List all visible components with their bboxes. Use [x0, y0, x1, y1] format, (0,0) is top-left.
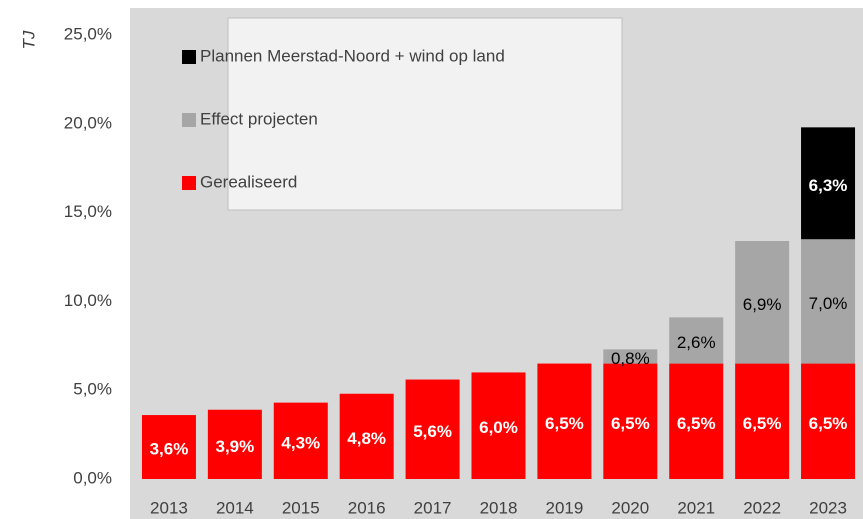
- x-tick-label: 2018: [480, 498, 518, 517]
- data-label: 6,5%: [545, 414, 584, 433]
- x-tick-label: 2015: [282, 498, 320, 517]
- y-tick-label: 10,0%: [64, 291, 112, 310]
- legend-label: Gerealiseerd: [200, 172, 297, 191]
- x-tick-label: 2014: [216, 498, 254, 517]
- bar-segment: [669, 363, 724, 479]
- data-label: 5,6%: [413, 422, 452, 441]
- legend-swatch: [182, 176, 196, 190]
- x-tick-label: 2016: [348, 498, 386, 517]
- data-label: 6,3%: [809, 176, 848, 195]
- bar-segment: [603, 349, 658, 364]
- bar-segment: [471, 372, 526, 479]
- bar-segment: [339, 393, 394, 479]
- data-label: 7,0%: [809, 294, 848, 313]
- data-label: 6,0%: [479, 418, 518, 437]
- x-tick-label: 2021: [677, 498, 715, 517]
- data-label: 6,5%: [611, 414, 650, 433]
- x-tick-label: 2017: [414, 498, 452, 517]
- legend-label: Plannen Meerstad-Noord + wind op land: [200, 46, 505, 65]
- data-label: 6,5%: [677, 414, 716, 433]
- bar-segment: [801, 127, 856, 240]
- legend-swatch: [182, 113, 196, 127]
- bar-segment: [273, 402, 328, 479]
- y-tick-label: 25,0%: [64, 24, 112, 43]
- y-tick-label: 15,0%: [64, 202, 112, 221]
- bar-segment: [141, 415, 196, 479]
- x-tick-label: 2022: [743, 498, 781, 517]
- data-label: 4,3%: [281, 433, 320, 452]
- bar-segment: [207, 409, 262, 479]
- legend-label: Effect projecten: [200, 109, 318, 128]
- bar-segment: [801, 239, 856, 364]
- data-label: 2,6%: [677, 333, 716, 352]
- data-label: 6,5%: [743, 414, 782, 433]
- data-label: 6,9%: [743, 295, 782, 314]
- bar-segment: [735, 241, 790, 364]
- legend-box: [227, 17, 623, 211]
- data-label: 6,5%: [809, 414, 848, 433]
- x-tick-label: 2020: [611, 498, 649, 517]
- bar-segment: [603, 363, 658, 479]
- data-label: 3,9%: [215, 437, 254, 456]
- y-tick-label: 5,0%: [73, 380, 112, 399]
- data-label: 0,8%: [611, 349, 650, 368]
- x-tick-label: 2019: [545, 498, 583, 517]
- bar-segment: [405, 379, 460, 479]
- y-tick-label: 0,0%: [73, 468, 112, 487]
- bar-segment: [537, 363, 592, 479]
- x-tick-label: 2023: [809, 498, 847, 517]
- y-tick-label: 20,0%: [64, 113, 112, 132]
- x-tick-label: 2013: [150, 498, 188, 517]
- bar-segment: [735, 363, 790, 479]
- legend-swatch: [182, 50, 196, 64]
- bar-segment: [669, 317, 724, 364]
- data-label: 4,8%: [347, 429, 386, 448]
- bar-segment: [801, 363, 856, 479]
- data-label: 3,6%: [150, 440, 189, 459]
- y-axis-label: TJ: [19, 30, 38, 49]
